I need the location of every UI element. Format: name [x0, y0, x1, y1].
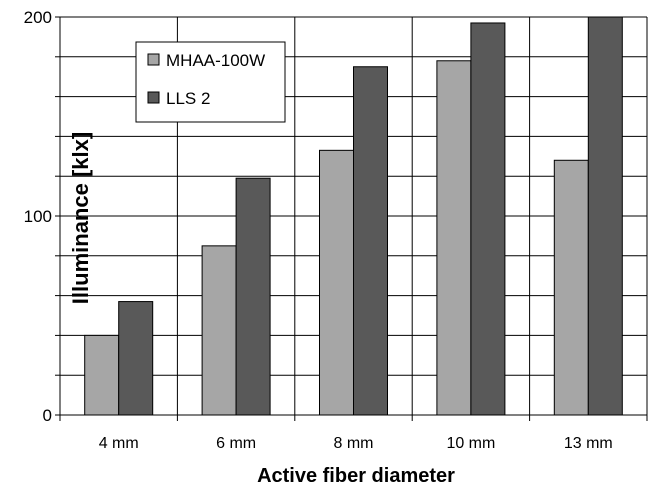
y-tick-label: 0: [43, 406, 52, 425]
bar-lls2: [118, 301, 154, 416]
legend: MHAA-100W LLS 2: [135, 41, 286, 123]
bar-mhaa: [84, 334, 120, 416]
x-tick-label: 4 mm: [99, 435, 139, 452]
x-tick-label: 13 mm: [564, 435, 613, 452]
bar-mhaa: [436, 60, 472, 416]
legend-swatch-lls2: [147, 91, 160, 104]
x-axis-label: Active fiber diameter: [257, 465, 455, 487]
y-tick-label: 100: [24, 207, 52, 226]
x-tick-label: 10 mm: [446, 435, 495, 452]
bar-lls2: [235, 177, 271, 416]
axes: [55, 16, 648, 421]
bar-mhaa: [553, 159, 589, 416]
y-axis-label: Illuminance [klx]: [68, 132, 93, 304]
bar-mhaa: [201, 245, 237, 416]
x-tick-labels: 4 mm 6 mm 8 mm 10 mm 13 mm: [99, 435, 613, 452]
y-tick-labels: 0 100 200: [24, 8, 52, 425]
legend-swatch-mhaa: [147, 53, 160, 66]
bar-lls2: [470, 22, 506, 416]
legend-label-mhaa: MHAA-100W: [166, 51, 265, 70]
x-tick-label: 8 mm: [334, 435, 374, 452]
y-tick-label: 200: [24, 8, 52, 27]
bar-mhaa: [319, 149, 354, 416]
legend-label-lls2: LLS 2: [166, 89, 210, 108]
legend-box: [135, 41, 286, 123]
bar-lls2: [587, 16, 623, 416]
x-tick-label: 6 mm: [216, 435, 256, 452]
bars: [84, 16, 623, 416]
bar-lls2: [353, 66, 388, 416]
